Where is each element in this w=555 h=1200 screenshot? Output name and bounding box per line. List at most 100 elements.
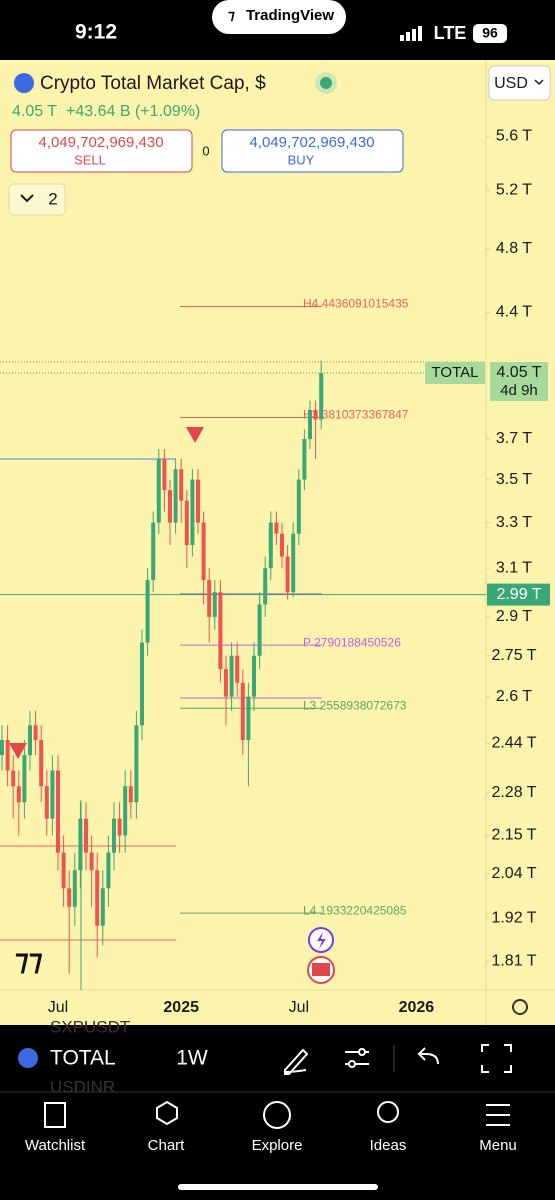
candle-body <box>84 818 88 853</box>
settings-icon[interactable] <box>512 999 528 1015</box>
candle-body <box>72 870 77 907</box>
candle-body <box>100 888 105 926</box>
undo[interactable] <box>417 1047 439 1065</box>
symbol-logo <box>18 1048 38 1068</box>
candle-body <box>134 725 139 803</box>
candle-body <box>268 522 273 569</box>
y-tick-label: 1.81 T <box>491 952 536 969</box>
candle-body <box>33 725 38 741</box>
y-tick-label: 5.2 T <box>496 182 532 199</box>
nav-label[interactable]: Chart <box>148 1137 186 1154</box>
x-tick-label: Jul <box>48 999 68 1016</box>
ghost-symbol: SXPUSDT <box>50 1017 130 1036</box>
candle-body <box>128 786 133 803</box>
level-label: P 2790188450526 <box>303 635 401 649</box>
candle-body <box>190 479 195 546</box>
y-tick-label: 5.6 T <box>496 128 532 145</box>
candle-body <box>56 770 60 853</box>
toolbar-symbol[interactable]: TOTAL <box>50 1047 116 1070</box>
y-tick-label: 2.9 T <box>496 608 532 625</box>
chevron <box>20 194 34 203</box>
candle-body <box>235 655 240 683</box>
candle-body <box>263 568 268 605</box>
explore-icon <box>263 1101 291 1129</box>
fullscreen[interactable] <box>481 1044 512 1073</box>
y-tick-label: 4.8 T <box>496 240 532 257</box>
battery-level: 96 <box>482 25 498 41</box>
x-tick-label: 2026 <box>399 999 435 1016</box>
tv-logo: ⁊⁊ <box>15 944 43 975</box>
menu-icon <box>486 1104 510 1126</box>
candle-body <box>224 669 228 697</box>
last-price-label: 4.05 T <box>496 364 541 381</box>
nav-label[interactable]: Menu <box>479 1137 517 1154</box>
symbol-logo <box>14 73 34 93</box>
buy-price: 4,049,702,969,430 <box>249 134 374 151</box>
interval[interactable]: 1W <box>176 1047 208 1070</box>
draw-tool[interactable] <box>283 1048 309 1075</box>
candle-body <box>140 642 144 726</box>
nav-icons <box>44 1100 510 1129</box>
nav-label[interactable]: Ideas <box>370 1137 407 1154</box>
line-price-label: 2.99 T <box>496 586 541 603</box>
last-price-tag <box>490 361 548 401</box>
candle-body <box>212 592 217 617</box>
candle-body <box>196 479 200 523</box>
level-label: H4 4436091015435 <box>303 297 409 311</box>
candle-body <box>145 580 150 643</box>
knob <box>348 1060 356 1068</box>
candle-body <box>246 696 251 741</box>
candle-body <box>89 852 94 871</box>
candle-body <box>78 818 83 871</box>
signal <box>400 26 422 41</box>
currency-select[interactable] <box>488 65 551 101</box>
candle-body <box>117 818 122 836</box>
ideas-icon <box>377 1101 399 1123</box>
indicators-toggle[interactable] <box>8 183 66 216</box>
y-tick-label: 3.5 T <box>496 471 532 488</box>
candle-body <box>61 852 66 889</box>
candle-body <box>5 740 10 771</box>
sell-button[interactable] <box>10 129 193 173</box>
x-tick-label: Jul <box>289 999 309 1016</box>
candle-body <box>291 533 296 593</box>
nav-label[interactable]: Watchlist <box>25 1137 86 1154</box>
x-tick-label: 2025 <box>163 999 199 1016</box>
time: 9:12 <box>75 21 117 44</box>
candle-body <box>22 755 27 803</box>
candle-body <box>44 786 49 819</box>
candle-body <box>229 655 234 697</box>
watchlist-icon <box>44 1102 66 1128</box>
title: Crypto Total Market Cap, $ <box>40 73 266 94</box>
home-indicator <box>178 1184 378 1190</box>
nav-label[interactable]: Explore <box>252 1137 303 1154</box>
y-tick-label: 3.7 T <box>496 430 532 447</box>
candle-body <box>39 740 44 787</box>
candle-body <box>308 409 312 440</box>
candle-body <box>252 655 256 697</box>
knob <box>358 1048 366 1056</box>
battery <box>473 24 507 43</box>
app-logo: ⁊ <box>228 7 235 23</box>
chart-icon <box>156 1100 178 1126</box>
level-label: L3 2558938072673 <box>303 698 407 712</box>
y-tick-label: 2.75 T <box>491 647 536 664</box>
signal-marker <box>9 743 27 759</box>
chevron <box>534 79 544 86</box>
candle-body <box>112 818 116 853</box>
toolbar <box>0 1025 555 1090</box>
symbol-tag <box>425 361 485 384</box>
candle-body <box>156 459 161 523</box>
currency: USD <box>494 75 528 92</box>
candle-body <box>207 580 212 617</box>
buy-button[interactable] <box>221 129 404 173</box>
spread: 0 <box>202 143 209 158</box>
app-pill <box>212 0 346 34</box>
candle-body <box>173 469 178 523</box>
candle-body <box>16 786 21 803</box>
flag <box>312 963 330 976</box>
y-tick-label: 2.04 T <box>491 865 536 882</box>
sell-price: 4,049,702,969,430 <box>38 134 163 151</box>
y-tick-label: 2.6 T <box>496 688 532 705</box>
